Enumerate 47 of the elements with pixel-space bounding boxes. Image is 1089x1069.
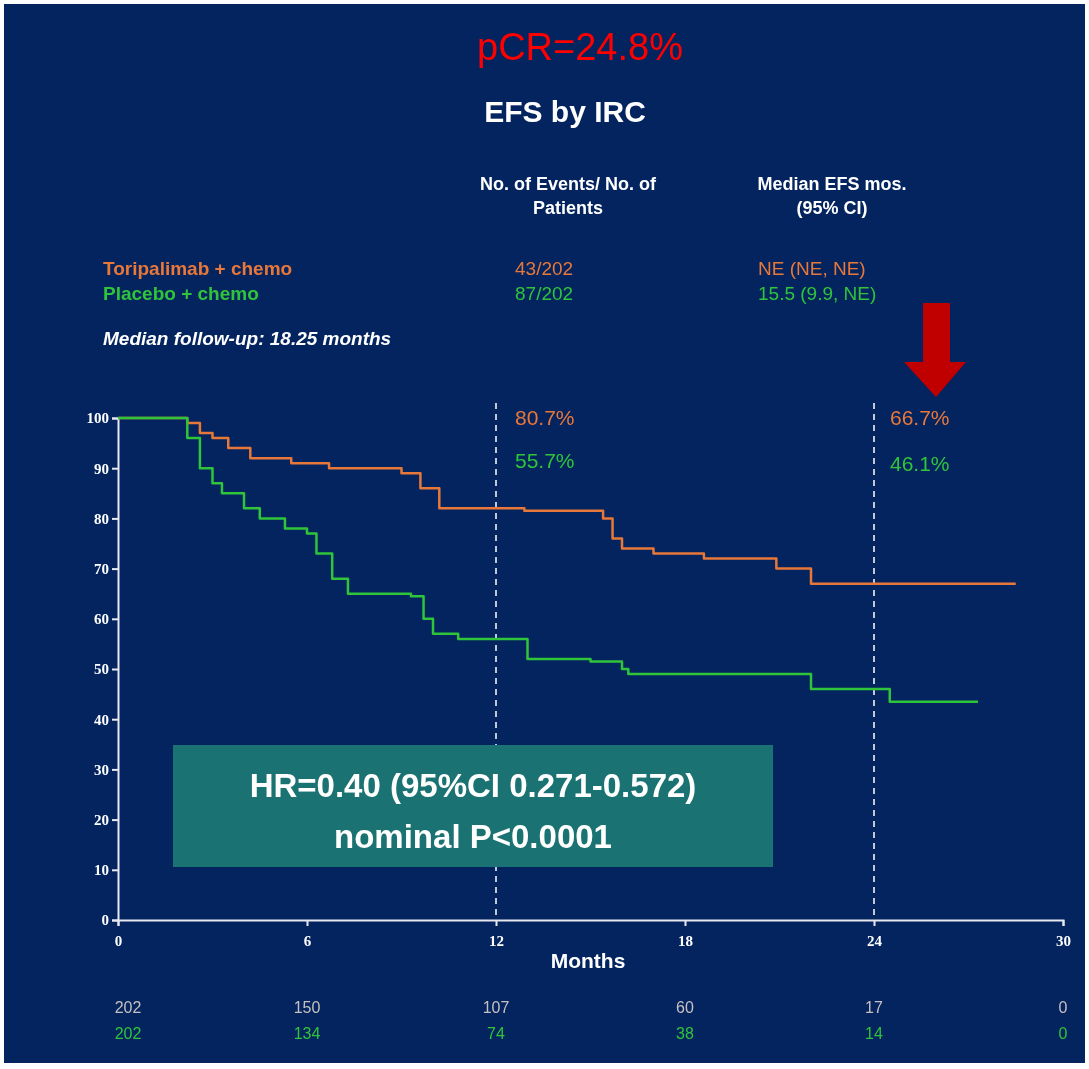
x-axis-title: Months [550, 949, 626, 972]
x-tick-label: 12 [489, 932, 504, 949]
x-tick-label: 6 [303, 932, 312, 949]
x-tick-label: 18 [678, 932, 693, 949]
annotation: 46.1% [890, 452, 950, 475]
y-tick-label: 100 [86, 410, 109, 427]
text: 15.5 (9.9, NE) [758, 283, 877, 304]
text: Median EFS mos. (95% CI) [757, 174, 907, 219]
text: 202 [114, 999, 142, 1016]
annotation: nominal P<0.0001 [334, 818, 612, 855]
y-tick-label: 60 [94, 611, 109, 628]
y-tick-label: 40 [94, 711, 109, 728]
text: 134 [293, 1025, 321, 1042]
x-tick-label: 24 [867, 932, 883, 949]
y-tick-label: 90 [94, 460, 109, 477]
x-tick-label: 30 [1056, 932, 1071, 949]
text: 60 [676, 999, 694, 1016]
text: 0 [1058, 1025, 1068, 1042]
chart-title: EFS by IRC [484, 95, 646, 128]
text: 0 [1058, 999, 1068, 1016]
text: Toripalimab + chemo [103, 258, 293, 279]
y-tick-label: 30 [94, 761, 109, 778]
text: 74 [487, 1025, 505, 1042]
y-tick-label: 50 [94, 661, 109, 678]
y-tick-label: 20 [94, 811, 109, 828]
annotation: HR=0.40 (95%CI 0.271-0.572) [249, 767, 697, 804]
text: NE (NE, NE) [758, 258, 866, 279]
text: 38 [676, 1025, 694, 1042]
text: Median follow-up: 18.25 months [103, 328, 392, 349]
text: 202 [114, 1025, 142, 1042]
y-tick-label: 10 [94, 862, 109, 879]
text: 87/202 [515, 283, 574, 304]
y-tick-label: 0 [101, 912, 109, 929]
annotation: 66.7% [890, 406, 950, 429]
annotation: 55.7% [515, 449, 575, 472]
text: 17 [865, 999, 883, 1016]
text: Placebo + chemo [103, 283, 259, 304]
x-tick-label: 0 [114, 932, 123, 949]
y-tick-label: 70 [94, 560, 109, 577]
text: 14 [865, 1025, 883, 1042]
annotation: 80.7% [515, 406, 575, 429]
text: 107 [482, 999, 510, 1016]
text: pCR=24.8% [477, 26, 683, 68]
text: No. of Events/ No. of Patients [479, 174, 657, 219]
text: 43/202 [515, 258, 574, 279]
text: 150 [293, 999, 321, 1016]
y-tick-label: 80 [94, 510, 109, 527]
